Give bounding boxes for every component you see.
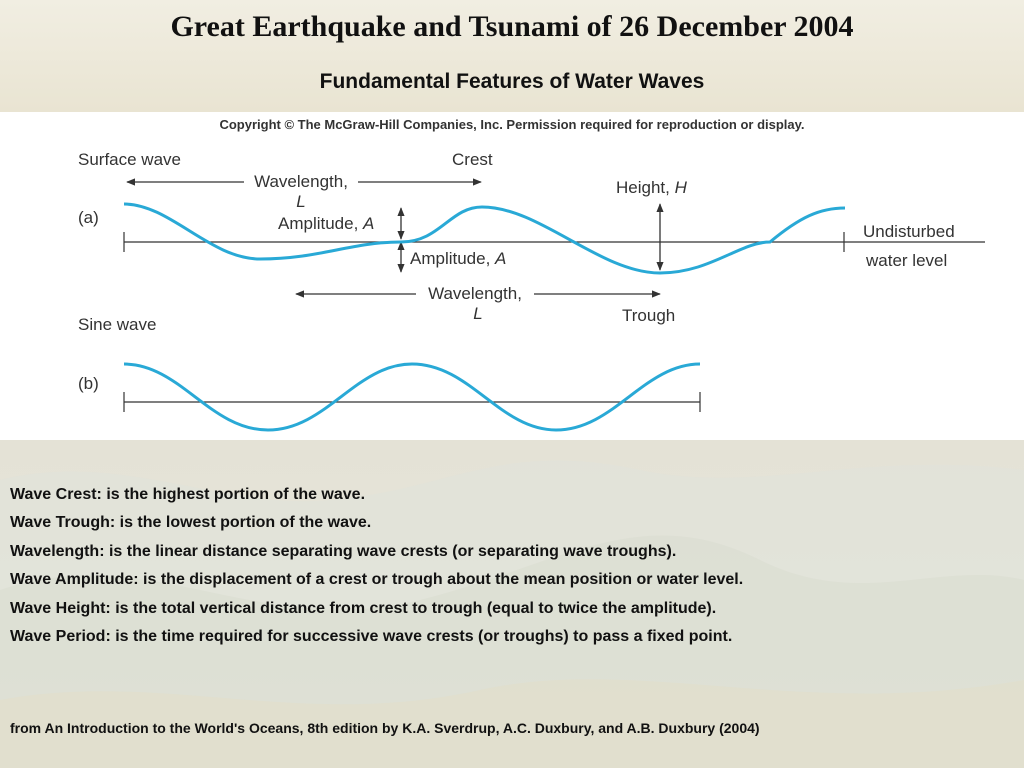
definition-wave-amplitude: Wave Amplitude: is the displacement of a…: [10, 571, 744, 589]
definition-wave-height: Wave Height: is the total vertical dista…: [10, 599, 717, 617]
slide-header-background: [0, 0, 1024, 112]
source-citation: from An Introduction to the World's Ocea…: [10, 720, 760, 736]
wave-diagram: Copyright © The McGraw-Hill Companies, I…: [0, 112, 1024, 440]
trough-label: Trough: [622, 306, 675, 325]
definition-wave-trough: Wave Trough: is the lowest portion of th…: [10, 514, 372, 532]
panel-b-letter: (b): [78, 374, 99, 393]
undisturbed-label-line2: water level: [865, 251, 947, 270]
definitions-list: Wave Crest: is the highest portion of th…: [10, 481, 1010, 651]
crest-label: Crest: [452, 150, 493, 169]
surface-wave-curve: [123, 202, 846, 275]
definition-wave-crest: Wave Crest: is the highest portion of th…: [10, 486, 366, 503]
wavelength-label-bottom: Wavelength,: [428, 284, 522, 303]
panel-b-heading: Sine wave: [78, 315, 156, 334]
panel-a-heading: Surface wave: [78, 150, 181, 169]
height-label: Height, H: [616, 178, 688, 197]
panel-a-letter: (a): [78, 208, 99, 227]
definition-wavelength: Wavelength: is the linear distance separ…: [10, 542, 677, 560]
wavelength-symbol-top: L: [296, 192, 305, 211]
copyright-notice: Copyright © The McGraw-Hill Companies, I…: [219, 117, 804, 132]
slide-subtitle: Fundamental Features of Water Waves: [319, 70, 705, 93]
sine-wave-curve: [123, 362, 701, 432]
definition-wave-period: Wave Period: is the time required for su…: [10, 627, 733, 645]
amplitude-upper-label: Amplitude, A: [278, 214, 374, 233]
wave-art-background: [0, 460, 1024, 768]
amplitude-lower-label: Amplitude, A: [410, 249, 506, 268]
wave-diagram-svg: Copyright © The McGraw-Hill Companies, I…: [78, 117, 985, 432]
wavelength-label-top: Wavelength,: [254, 172, 348, 191]
wavelength-symbol-bottom: L: [473, 304, 482, 323]
undisturbed-label-line1: Undisturbed: [863, 222, 955, 241]
slide-title: Great Earthquake and Tsunami of 26 Decem…: [170, 10, 854, 43]
